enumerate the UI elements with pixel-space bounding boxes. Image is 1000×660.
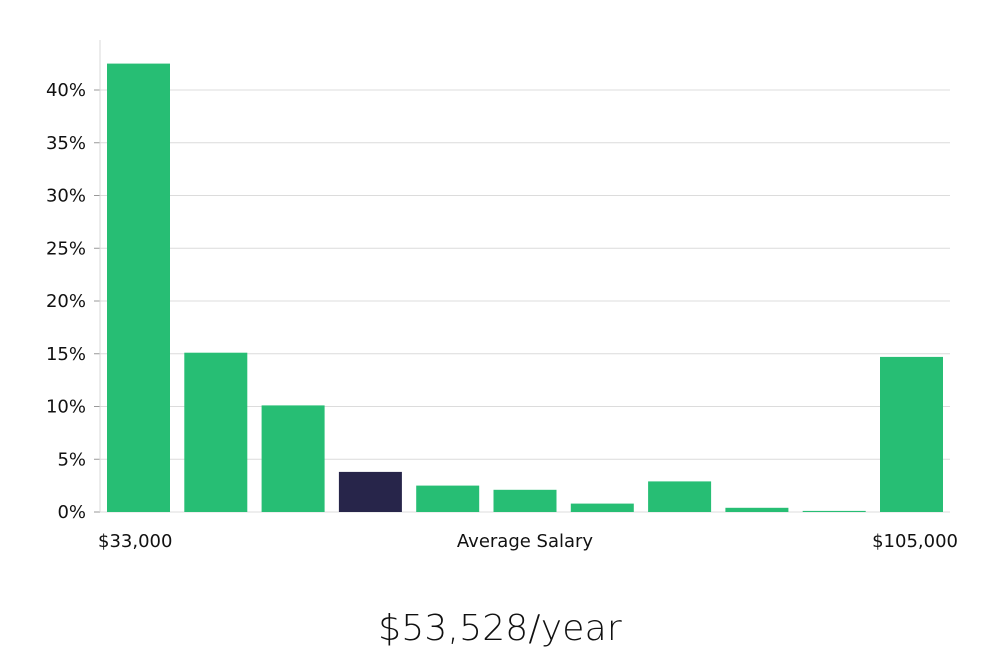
average-salary-value: $53,528/year bbox=[378, 608, 622, 649]
y-tick-label: 5% bbox=[57, 449, 86, 470]
bar bbox=[880, 356, 943, 512]
bar bbox=[725, 507, 789, 512]
bar bbox=[107, 63, 170, 512]
x-axis-label: Average Salary bbox=[457, 531, 594, 552]
bar bbox=[493, 489, 557, 512]
bar bbox=[261, 405, 325, 512]
bar bbox=[802, 510, 866, 512]
y-tick-label: 20% bbox=[46, 291, 86, 312]
x-min-label: $33,000 bbox=[98, 531, 172, 552]
y-tick-label: 30% bbox=[46, 186, 86, 207]
bar bbox=[184, 352, 248, 512]
bar bbox=[648, 481, 712, 512]
salary-histogram: 0% 5% 10% 15% 20% 25% 30% 35% 40% $33,000 Averag… bbox=[46, 40, 958, 552]
y-tick-label: 35% bbox=[46, 133, 86, 154]
y-tick-label: 40% bbox=[46, 80, 86, 101]
y-tick-label: 0% bbox=[57, 502, 86, 523]
bars bbox=[107, 63, 943, 512]
x-max-label: $105,000 bbox=[872, 531, 958, 552]
y-tick-label: 15% bbox=[46, 344, 86, 365]
bar-highlighted bbox=[338, 471, 402, 512]
y-tick-labels: 0% 5% 10% 15% 20% 25% 30% 35% 40% bbox=[46, 80, 86, 523]
y-tick-label: 10% bbox=[46, 397, 86, 418]
bar bbox=[416, 485, 480, 512]
y-tick-label: 25% bbox=[46, 238, 86, 259]
bar bbox=[570, 503, 634, 512]
